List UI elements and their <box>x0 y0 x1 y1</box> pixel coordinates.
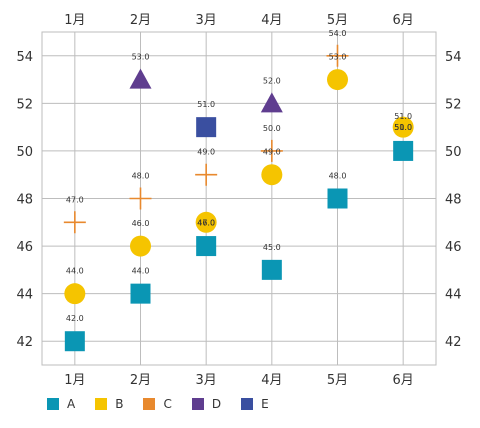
legend-label: B <box>115 397 124 411</box>
chart-legend: A B C D E <box>47 397 289 411</box>
y-tick-label-left: 54 <box>16 50 33 65</box>
legend-label: D <box>211 397 222 411</box>
x-tick-label-top: 2月 <box>130 13 151 28</box>
point-a <box>393 140 414 161</box>
point-c <box>260 139 283 162</box>
y-tick-label-left: 48 <box>16 193 33 208</box>
data-label-c: 47.0 <box>66 195 84 204</box>
legend-swatch-icon <box>241 398 254 410</box>
y-tick-label-left: 52 <box>16 97 33 112</box>
point-a <box>261 259 282 280</box>
data-label-annotation: 47.0 <box>197 218 215 227</box>
legend-item-d[interactable]: D <box>191 397 222 411</box>
point-b <box>64 283 86 305</box>
legend-label: C <box>163 397 172 411</box>
point-e <box>196 117 217 138</box>
legend-item-e[interactable]: E <box>241 397 269 411</box>
y-tick-label-left: 50 <box>16 145 33 160</box>
x-tick-label-bottom: 3月 <box>196 373 217 388</box>
data-label-d: 53.0 <box>132 53 150 62</box>
y-tick-label-left: 46 <box>16 240 33 255</box>
y-tick-label-right: 46 <box>445 240 462 255</box>
data-label-e: 51.0 <box>197 100 215 109</box>
legend-swatch-icon <box>47 398 59 410</box>
legend-item-b[interactable]: B <box>95 397 123 411</box>
x-tick-label-top: 6月 <box>393 13 414 28</box>
y-tick-label-right: 54 <box>445 50 462 65</box>
x-tick-label-top: 1月 <box>64 13 85 28</box>
x-tick-label-bottom: 6月 <box>393 373 414 388</box>
x-tick-label-bottom: 5月 <box>327 373 348 388</box>
point-b <box>130 235 151 257</box>
data-label-d: 52.0 <box>263 76 281 85</box>
y-tick-label-right: 52 <box>445 97 462 112</box>
data-label-a: 44.0 <box>132 267 150 276</box>
legend-item-c[interactable]: C <box>143 397 172 411</box>
y-tick-label-right: 50 <box>445 145 462 160</box>
legend-swatch-icon <box>143 398 156 410</box>
data-label-b: 46.0 <box>132 219 150 228</box>
legend-swatch-icon <box>95 398 108 410</box>
x-tick-label-top: 5月 <box>327 13 348 28</box>
data-label-c: 54.0 <box>329 29 347 38</box>
x-tick-label-bottom: 2月 <box>130 373 151 388</box>
point-c <box>326 44 349 67</box>
data-label-b: 46.0 <box>197 218 215 227</box>
y-tick-label-right: 44 <box>445 288 462 303</box>
point-a <box>64 331 85 352</box>
data-label-a: 45.0 <box>263 243 281 252</box>
x-tick-label-top: 3月 <box>196 13 217 28</box>
y-tick-label-right: 48 <box>445 193 462 208</box>
y-tick-label-left: 44 <box>16 288 33 303</box>
x-tick-label-bottom: 1月 <box>64 373 85 388</box>
data-label-b: 49.0 <box>263 148 281 157</box>
data-label-b: 50.0 <box>394 123 412 132</box>
point-b <box>261 164 283 186</box>
data-label-e: 51.0 <box>394 112 412 121</box>
data-label-b: 44.0 <box>66 267 84 276</box>
x-tick-label-top: 4月 <box>261 13 282 28</box>
point-b <box>195 211 217 233</box>
point-b <box>327 69 348 91</box>
data-label-a: 48.0 <box>329 172 347 181</box>
legend-swatch-icon <box>191 398 204 410</box>
data-label-b: 53.0 <box>329 53 347 62</box>
point-a <box>196 236 217 257</box>
point-c <box>195 163 218 186</box>
y-tick-label-right: 42 <box>445 335 462 350</box>
point-d <box>260 92 283 113</box>
data-label-c: 49.0 <box>197 148 215 157</box>
data-label-c: 50.0 <box>263 124 281 133</box>
point-b <box>392 116 414 138</box>
data-label-c: 48.0 <box>132 172 150 181</box>
point-a <box>327 188 348 209</box>
point-c <box>63 211 86 234</box>
legend-label: A <box>67 397 76 411</box>
point-d <box>129 68 152 89</box>
point-c <box>129 187 152 210</box>
point-a <box>130 283 151 304</box>
x-tick-label-bottom: 4月 <box>261 373 282 388</box>
data-label-annotation: 51.0 <box>394 123 412 132</box>
legend-label: E <box>261 397 269 411</box>
data-label-a: 42.0 <box>66 314 84 323</box>
legend-item-a[interactable]: A <box>47 397 75 411</box>
y-tick-label-left: 42 <box>16 335 33 350</box>
